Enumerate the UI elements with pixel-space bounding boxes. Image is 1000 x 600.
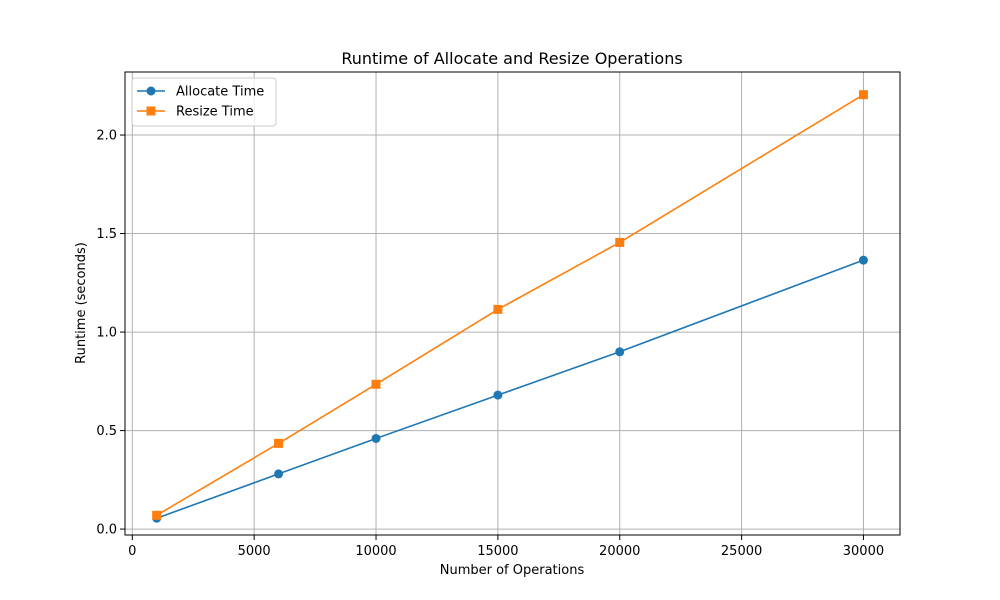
- legend-item-resize-time: Resize Time: [137, 105, 254, 120]
- x-tick-label: 20000: [599, 544, 640, 559]
- allocate-time-point: [274, 469, 284, 479]
- resize-time-series: [152, 90, 868, 520]
- legend-item-allocate-time: Allocate Time: [137, 85, 264, 100]
- ticks: 0 5000 10000 15000 20000 25000 30000 0.0 0.5 1.0 1…: [96, 129, 884, 559]
- legend-marker-resize-time: [146, 106, 156, 116]
- y-tick-label: 1.0: [96, 326, 117, 341]
- allocate-time-line: [156, 259, 864, 520]
- y-tick-label: 0.0: [96, 523, 117, 538]
- legend-marker-allocate-time: [146, 86, 156, 96]
- allocate-time-point: [858, 255, 868, 265]
- resize-time-point: [371, 379, 381, 389]
- resize-time-point: [858, 90, 868, 100]
- y-tick-label: 0.5: [96, 424, 117, 439]
- y-tick-label: 2.0: [96, 129, 117, 144]
- x-tick-label: 0: [128, 544, 136, 559]
- resize-time-line: [156, 93, 864, 516]
- y-tick-label: 1.5: [96, 227, 117, 242]
- x-tick-label: 5000: [238, 544, 271, 559]
- chart-title: Runtime of Allocate and Resize Operation…: [341, 49, 682, 68]
- resize-time-point: [615, 237, 625, 247]
- legend-box: [131, 77, 277, 127]
- legend-label-allocate-time: Allocate Time: [176, 85, 264, 100]
- x-tick-label: 25000: [721, 544, 762, 559]
- resize-time-point: [152, 510, 162, 520]
- y-axis-label: Runtime (seconds): [74, 242, 89, 364]
- legend-label-resize-time: Resize Time: [176, 105, 254, 120]
- x-axis-label: Number of Operations: [440, 563, 585, 578]
- legend: Allocate Time Resize Time: [131, 77, 277, 127]
- allocate-time-series: [152, 255, 868, 523]
- x-tick-label: 10000: [355, 544, 396, 559]
- allocate-time-point: [615, 347, 625, 357]
- plot-frame: [124, 71, 901, 536]
- x-tick-label: 30000: [843, 544, 884, 559]
- allocate-time-point: [493, 390, 503, 400]
- resize-time-point: [493, 304, 503, 314]
- allocate-time-point: [371, 433, 381, 443]
- resize-time-point: [274, 438, 284, 448]
- x-tick-label: 15000: [477, 544, 518, 559]
- series-layer: [152, 90, 868, 523]
- grid: [125, 72, 900, 535]
